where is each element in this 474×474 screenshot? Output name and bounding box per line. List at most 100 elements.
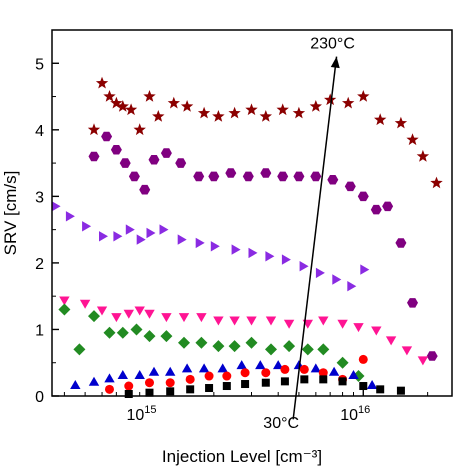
data-point-diamond [301, 343, 314, 356]
data-point-triangle-right [99, 231, 108, 242]
data-point-triangle-down [283, 319, 295, 329]
data-point-hexagon [225, 168, 237, 178]
data-point-triangle-right [210, 241, 220, 252]
data-point-hexagon [277, 171, 289, 182]
data-point-star [116, 100, 129, 112]
data-point-square [359, 382, 368, 391]
data-point-hexagon [128, 171, 140, 182]
data-point-diamond [58, 303, 71, 316]
data-point-square [222, 382, 231, 391]
data-point-triangle-down [385, 336, 397, 346]
data-point-triangle-right [159, 224, 169, 235]
data-point-triangle-right [360, 264, 370, 275]
plot-frame [51, 29, 453, 397]
data-point-star [245, 103, 258, 116]
data-point-square [376, 385, 385, 394]
data-point-star [110, 96, 123, 109]
data-point-star [406, 133, 419, 146]
data-point-hexagon [260, 168, 272, 178]
data-point-star [357, 90, 370, 102]
data-point-hexagon [119, 158, 131, 168]
data-point-circle [165, 378, 175, 388]
data-point-hexagon [242, 171, 254, 182]
data-point-triangle-up [273, 360, 284, 370]
data-point-hexagon [344, 181, 356, 192]
series-hexagon [88, 131, 438, 361]
data-point-diamond [178, 336, 190, 349]
y-tick-label: 4 [35, 123, 44, 140]
data-point-triangle-up [198, 363, 210, 373]
temperature-arrow-head [330, 56, 340, 69]
data-point-hexagon [382, 201, 394, 212]
data-point-triangle-right [113, 231, 123, 242]
data-point-hexagon [101, 131, 113, 142]
data-point-circle [318, 368, 328, 378]
data-point-triangle-down [111, 313, 122, 323]
data-point-star [430, 176, 443, 189]
data-point-square [186, 385, 195, 394]
data-point-triangle-right [65, 211, 75, 222]
label-230c: 230°C [310, 36, 355, 53]
data-point-triangle-right [332, 274, 342, 285]
data-point-triangle-up [88, 376, 100, 386]
data-point-diamond [265, 343, 277, 356]
data-point-triangle-down [79, 299, 91, 309]
data-point-triangle-down [401, 346, 413, 356]
data-point-triangle-down [96, 306, 108, 316]
data-point-triangle-down [417, 356, 429, 366]
y-axis-title: SRV [cm/s] [1, 171, 20, 256]
data-point-star [292, 106, 306, 119]
data-point-circle [124, 381, 134, 391]
data-point-triangle-down [178, 313, 190, 323]
data-point-triangle-right [195, 237, 205, 249]
data-point-hexagon [110, 145, 122, 155]
series-circle [104, 354, 368, 394]
series-diamond [58, 303, 365, 382]
data-point-diamond [245, 336, 258, 349]
x-tick-label: 1015 [126, 404, 156, 424]
data-point-star [276, 103, 289, 116]
data-point-star [95, 76, 109, 89]
data-point-triangle-down [229, 316, 240, 326]
data-point-circle [185, 374, 195, 384]
data-point-star [394, 116, 408, 129]
data-point-star [309, 100, 322, 112]
data-point-circle [104, 384, 114, 394]
data-point-diamond [336, 356, 349, 369]
temperature-arrow-line [292, 56, 338, 420]
data-point-triangle-up [70, 380, 81, 389]
data-point-hexagon [175, 158, 187, 168]
axes [51, 29, 453, 397]
data-point-star [324, 93, 337, 106]
data-point-triangle-down [246, 316, 257, 326]
data-point-triangle-up [148, 366, 160, 376]
y-tick-label: 5 [35, 56, 44, 73]
data-point-diamond [283, 340, 296, 353]
data-point-star [259, 110, 272, 122]
data-point-hexagon [148, 155, 160, 165]
data-point-circle [280, 364, 290, 374]
data-point-diamond [143, 330, 156, 343]
data-point-triangle-up [366, 380, 378, 389]
data-point-circle [240, 368, 250, 378]
data-point-triangle-up [134, 370, 145, 379]
data-point-triangle-right [125, 224, 135, 235]
data-point-triangle-up [255, 360, 266, 370]
data-point-star [228, 106, 241, 119]
data-point-diamond [317, 343, 330, 356]
data-point-triangle-down [265, 316, 277, 326]
x-tick-label: 1016 [340, 404, 370, 424]
y-tick-label: 2 [35, 256, 44, 273]
data-point-diamond [212, 340, 225, 353]
data-point-circle [358, 354, 368, 364]
data-point-square [280, 377, 289, 386]
data-point-triangle-up [328, 366, 340, 376]
data-point-diamond [88, 310, 100, 323]
x-axis-title: Injection Level [cm⁻³] [162, 447, 322, 466]
data-point-triangle-right [231, 244, 241, 255]
data-point-diamond [195, 336, 208, 349]
data-point-diamond [73, 343, 86, 356]
data-point-triangle-down [59, 296, 70, 306]
data-point-diamond [160, 330, 173, 343]
